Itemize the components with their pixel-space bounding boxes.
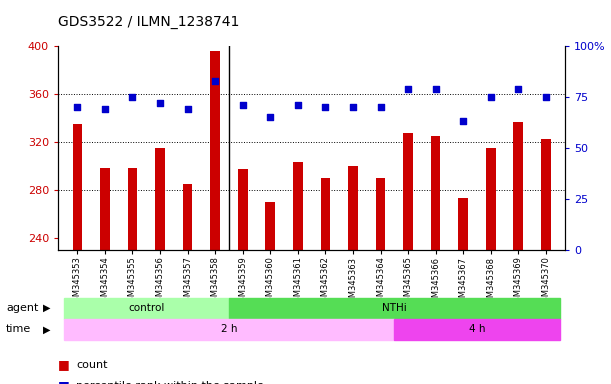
Point bbox=[403, 86, 413, 92]
Text: ■: ■ bbox=[58, 358, 70, 371]
Point bbox=[265, 114, 275, 121]
Bar bbox=[348, 166, 358, 250]
Text: ■: ■ bbox=[58, 379, 70, 384]
Text: count: count bbox=[76, 360, 108, 370]
Text: time: time bbox=[6, 324, 31, 334]
Bar bbox=[541, 139, 551, 250]
Bar bbox=[155, 148, 165, 250]
Bar bbox=[486, 148, 496, 250]
Bar bbox=[229, 298, 560, 319]
Bar bbox=[64, 298, 229, 319]
Text: percentile rank within the sample: percentile rank within the sample bbox=[76, 381, 264, 384]
Bar bbox=[321, 178, 330, 250]
Text: agent: agent bbox=[6, 303, 38, 313]
Bar bbox=[73, 124, 82, 250]
Bar bbox=[128, 168, 137, 250]
Text: 2 h: 2 h bbox=[221, 324, 237, 334]
Point bbox=[513, 86, 523, 92]
Bar bbox=[293, 162, 302, 250]
Point bbox=[293, 102, 302, 108]
Point bbox=[321, 104, 331, 110]
Point bbox=[128, 94, 137, 100]
Bar bbox=[513, 121, 523, 250]
Point bbox=[348, 104, 358, 110]
Text: GDS3522 / ILMN_1238741: GDS3522 / ILMN_1238741 bbox=[58, 15, 240, 29]
Bar bbox=[376, 178, 386, 250]
Bar bbox=[431, 136, 441, 250]
Point bbox=[458, 118, 468, 124]
Bar bbox=[210, 51, 220, 250]
Point bbox=[486, 94, 496, 100]
Text: ▶: ▶ bbox=[43, 324, 50, 334]
Text: 4 h: 4 h bbox=[469, 324, 485, 334]
Text: NTHi: NTHi bbox=[382, 303, 407, 313]
Bar bbox=[64, 319, 394, 340]
Point bbox=[541, 94, 551, 100]
Bar bbox=[265, 202, 275, 250]
Bar bbox=[100, 168, 110, 250]
Point bbox=[376, 104, 386, 110]
Bar bbox=[403, 134, 413, 250]
Bar bbox=[458, 198, 468, 250]
Text: control: control bbox=[128, 303, 164, 313]
Point bbox=[73, 104, 82, 110]
Bar bbox=[238, 169, 247, 250]
Point bbox=[210, 78, 220, 84]
Point bbox=[155, 100, 165, 106]
Bar bbox=[183, 184, 192, 250]
Bar bbox=[394, 319, 560, 340]
Point bbox=[238, 102, 247, 108]
Point bbox=[100, 106, 110, 112]
Point bbox=[183, 106, 192, 112]
Text: ▶: ▶ bbox=[43, 303, 50, 313]
Point bbox=[431, 86, 441, 92]
